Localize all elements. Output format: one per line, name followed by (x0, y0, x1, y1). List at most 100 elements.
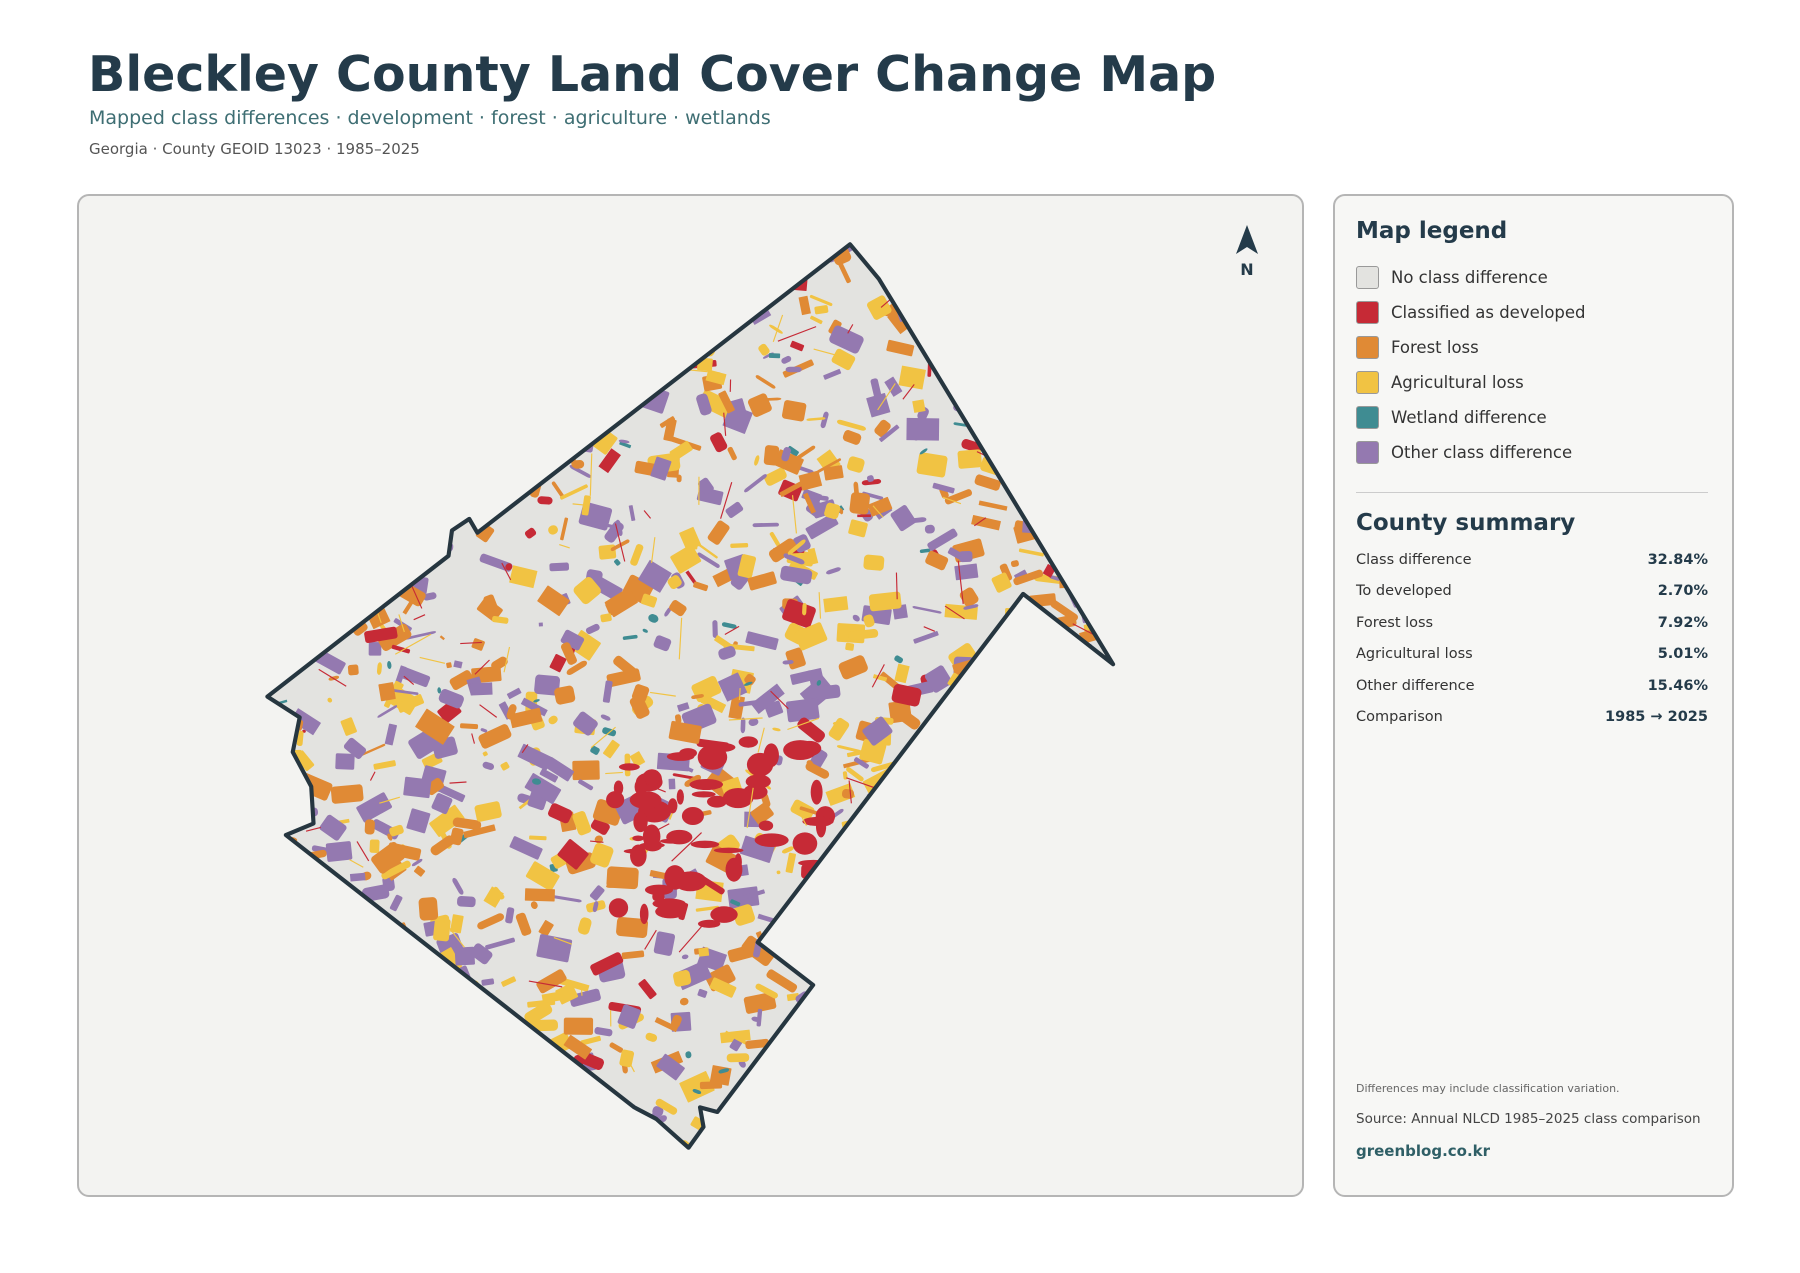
change-patch (329, 1099, 349, 1113)
change-patch (586, 1100, 594, 1108)
change-patch (634, 778, 648, 796)
change-patch (354, 269, 369, 291)
change-patch (728, 695, 746, 720)
change-patch (722, 787, 754, 809)
change-patch (535, 382, 542, 388)
change-patch (340, 567, 366, 578)
change-patch (668, 720, 702, 744)
change-patch (894, 888, 912, 912)
change-patch (659, 416, 676, 428)
divider (1356, 492, 1708, 493)
change-patch (779, 478, 809, 497)
change-patch (848, 1130, 875, 1148)
change-patch (1055, 427, 1083, 451)
legend-swatch (1356, 301, 1379, 324)
change-patch (809, 294, 833, 307)
change-patch (607, 350, 630, 357)
change-patch (560, 321, 595, 349)
change-line (862, 977, 878, 991)
change-line (1069, 272, 1081, 288)
change-patch (863, 614, 875, 628)
change-patch (682, 326, 710, 341)
change-patch (442, 1099, 461, 1118)
change-patch (834, 864, 858, 884)
change-patch (708, 317, 730, 341)
change-patch (719, 1114, 746, 1131)
change-patch (858, 847, 873, 864)
change-patch (685, 1051, 692, 1059)
change-patch (319, 814, 347, 841)
change-patch (325, 1012, 346, 1031)
change-patch (1015, 785, 1044, 800)
change-line (340, 250, 347, 274)
change-patch (374, 501, 399, 511)
change-patch (845, 642, 855, 651)
change-patch (532, 778, 542, 785)
change-patch (411, 495, 430, 511)
change-patch (654, 1017, 679, 1033)
change-line (1040, 832, 1051, 852)
change-patch (683, 267, 693, 285)
change-patch (839, 508, 844, 515)
change-patch (284, 357, 314, 372)
change-patch (910, 940, 926, 954)
change-line (941, 1057, 952, 1067)
change-patch (1024, 931, 1033, 939)
change-line (659, 315, 675, 341)
change-patch (1090, 397, 1112, 420)
change-patch (548, 803, 573, 824)
change-patch (380, 549, 399, 556)
change-patch (916, 292, 938, 318)
change-patch (349, 872, 366, 882)
change-patch (1051, 380, 1079, 403)
change-line (643, 510, 652, 519)
summary-label: Forest loss (1356, 614, 1434, 631)
change-patch (867, 924, 888, 941)
change-patch (296, 730, 304, 746)
change-patch (1061, 665, 1070, 673)
county-map (265, 242, 1116, 1150)
change-patch (554, 685, 576, 705)
legend-label: Forest loss (1391, 338, 1479, 357)
change-patch (828, 717, 850, 741)
change-patch (790, 445, 816, 464)
change-patch (538, 622, 543, 627)
change-patch (848, 628, 879, 641)
change-patch (1090, 736, 1114, 749)
change-line (818, 592, 822, 619)
change-patch (1102, 917, 1114, 930)
change-patch (693, 581, 709, 592)
change-patch (790, 340, 805, 352)
change-patch (384, 723, 397, 746)
change-patch (534, 674, 561, 696)
change-patch (608, 898, 629, 918)
change-patch (1049, 575, 1061, 581)
change-patch (354, 570, 385, 594)
change-patch (806, 417, 826, 421)
change-patch (751, 1087, 775, 1097)
change-patch (1009, 824, 1034, 836)
change-patch (853, 481, 860, 504)
change-patch (1081, 363, 1107, 373)
change-patch (675, 250, 700, 268)
change-patch (297, 640, 311, 643)
change-patch (968, 271, 982, 284)
change-patch (541, 347, 560, 362)
change-patch (823, 596, 849, 613)
change-patch (476, 304, 510, 329)
change-patch (639, 842, 665, 849)
change-patch (548, 715, 558, 725)
change-patch (396, 983, 402, 988)
link[interactable]: greenblog.co.kr (1356, 1142, 1491, 1160)
change-patch (820, 411, 829, 429)
change-patch (1010, 560, 1019, 568)
change-patch (884, 272, 895, 278)
change-patch (867, 295, 892, 320)
change-patch (1012, 1120, 1027, 1140)
change-patch (1060, 434, 1073, 450)
change-patch (1075, 675, 1094, 696)
change-patch (316, 486, 340, 498)
change-patch (911, 829, 924, 837)
change-line (770, 690, 789, 710)
